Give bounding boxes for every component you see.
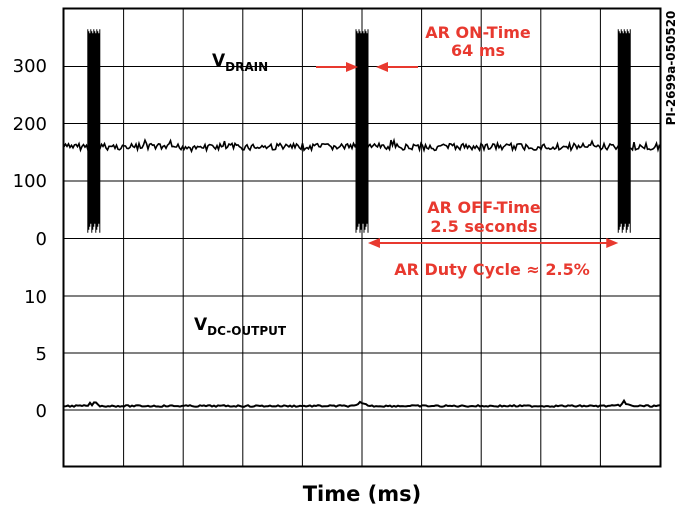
burst-spikes [617,29,631,233]
vdrain-burst [87,29,101,233]
output-y-ticks: 10 5 0 [24,287,47,422]
drain-y-ticks: 300 200 100 0 [13,56,47,250]
on-time-arrow-left-head [346,62,358,72]
drain-y-tick: 100 [13,171,47,192]
drain-y-tick: 300 [13,56,47,77]
off-time-value: 2.5 seconds [430,217,537,236]
traces [63,29,661,408]
burst-spikes [355,29,369,233]
on-time-arrow-right-head [376,62,388,72]
output-y-tick: 5 [36,344,47,365]
off-time-label: AR OFF-Time [427,198,541,217]
vdc-output-trace [63,398,661,408]
vdc-output-label-main: V [194,315,208,335]
on-time-annotation: AR ON-Time 64 ms [316,23,531,72]
vdc-output-label-sub: DC-OUTPUT [207,324,287,338]
on-time-label: AR ON-Time [425,23,531,42]
vdrain-burst [355,29,369,233]
on-time-value: 64 ms [451,41,505,60]
x-axis-title: Time (ms) [303,482,422,505]
vdrain-label: VDRAIN [212,51,268,74]
vdrain-burst [617,29,631,233]
drain-y-tick: 0 [36,229,47,250]
figure-code: PI-2699a-050520 [664,11,678,126]
drain-y-tick: 200 [13,114,47,135]
vdc-output-label: VDC-OUTPUT [194,315,287,338]
vdrain-label-main: V [212,51,226,71]
burst-spikes [87,29,101,233]
duty-cycle-label: AR Duty Cycle ≈ 2.5% [394,260,590,279]
off-time-arrow-right-head [606,238,619,248]
vdrain-label-sub: DRAIN [225,60,268,74]
off-time-arrow-left-head [367,238,380,248]
output-y-tick: 0 [36,401,47,422]
off-time-annotation: AR OFF-Time 2.5 seconds AR Duty Cycle ≈ … [367,198,619,279]
output-y-tick: 10 [24,287,47,308]
